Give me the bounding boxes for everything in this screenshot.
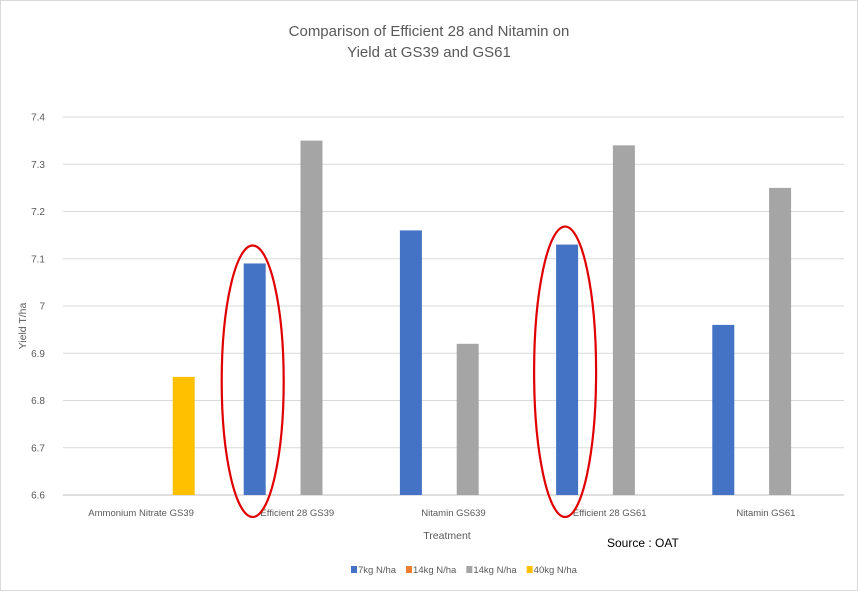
- legend-swatch: [466, 566, 473, 573]
- y-tick-label: 6.7: [31, 443, 45, 454]
- legend-item: 14kg N/ha: [406, 565, 457, 576]
- bar: [712, 324, 735, 495]
- y-tick-label: 7.4: [31, 113, 45, 124]
- source-annotation: Source : OAT: [607, 536, 679, 550]
- y-tick-label: 7: [39, 302, 45, 313]
- chart-title-line-2: Yield at GS39 and GS61: [347, 44, 511, 61]
- x-category-label: Ammonium Nitrate GS39: [88, 508, 194, 519]
- highlight-ellipse: [220, 244, 285, 519]
- legend-swatch: [351, 566, 357, 573]
- bar: [243, 263, 266, 495]
- y-tick-label: 7.1: [31, 254, 45, 265]
- legend-item: 14kg N/ha: [466, 565, 517, 576]
- highlight-ellipses: [220, 225, 598, 519]
- bars: [172, 140, 792, 495]
- y-tick-label: 6.8: [31, 396, 45, 407]
- bar: [172, 376, 195, 495]
- bar: [769, 187, 792, 495]
- bar: [399, 230, 422, 495]
- bar: [456, 343, 479, 495]
- legend-label: 14kg N/ha: [473, 565, 517, 576]
- y-tick-label: 6.9: [31, 349, 45, 360]
- x-axis-categories: Ammonium Nitrate GS39 Efficient 28 GS39 Ni…: [88, 508, 795, 519]
- legend-swatch: [406, 566, 413, 573]
- legend-label: 40kg N/ha: [534, 565, 578, 576]
- highlight-ellipse: [532, 225, 598, 519]
- y-axis-ticks: 6.6 6.7 6.8 6.9 7 7.1 7.2 7.3 7.4: [31, 113, 45, 502]
- bar: [612, 145, 635, 495]
- y-tick-label: 7.3: [31, 160, 45, 171]
- x-category-label: Nitamin GS61: [736, 508, 795, 519]
- x-category-label: Nitamin GS639: [421, 508, 485, 519]
- x-category-label: Efficient 28 GS61: [573, 508, 647, 519]
- legend: 7kg N/ha 14kg N/ha 14kg N/ha 40kg N/ha: [351, 565, 578, 576]
- legend-swatch: [526, 566, 533, 573]
- bar: [300, 140, 323, 495]
- x-axis-title: Treatment: [423, 530, 471, 542]
- legend-item: 7kg N/ha: [351, 565, 397, 576]
- y-axis-title: Yield T/ha: [17, 302, 29, 349]
- x-category-label: Efficient 28 GS39: [260, 508, 334, 519]
- y-tick-label: 6.6: [31, 491, 45, 502]
- bar: [556, 244, 579, 495]
- legend-label: 14kg N/ha: [413, 565, 457, 576]
- legend-item: 40kg N/ha: [526, 565, 578, 576]
- y-tick-label: 7.2: [31, 207, 45, 218]
- chart-title-line-1: Comparison of Efficient 28 and Nitamin o…: [289, 23, 570, 40]
- legend-label: 7kg N/ha: [358, 565, 397, 576]
